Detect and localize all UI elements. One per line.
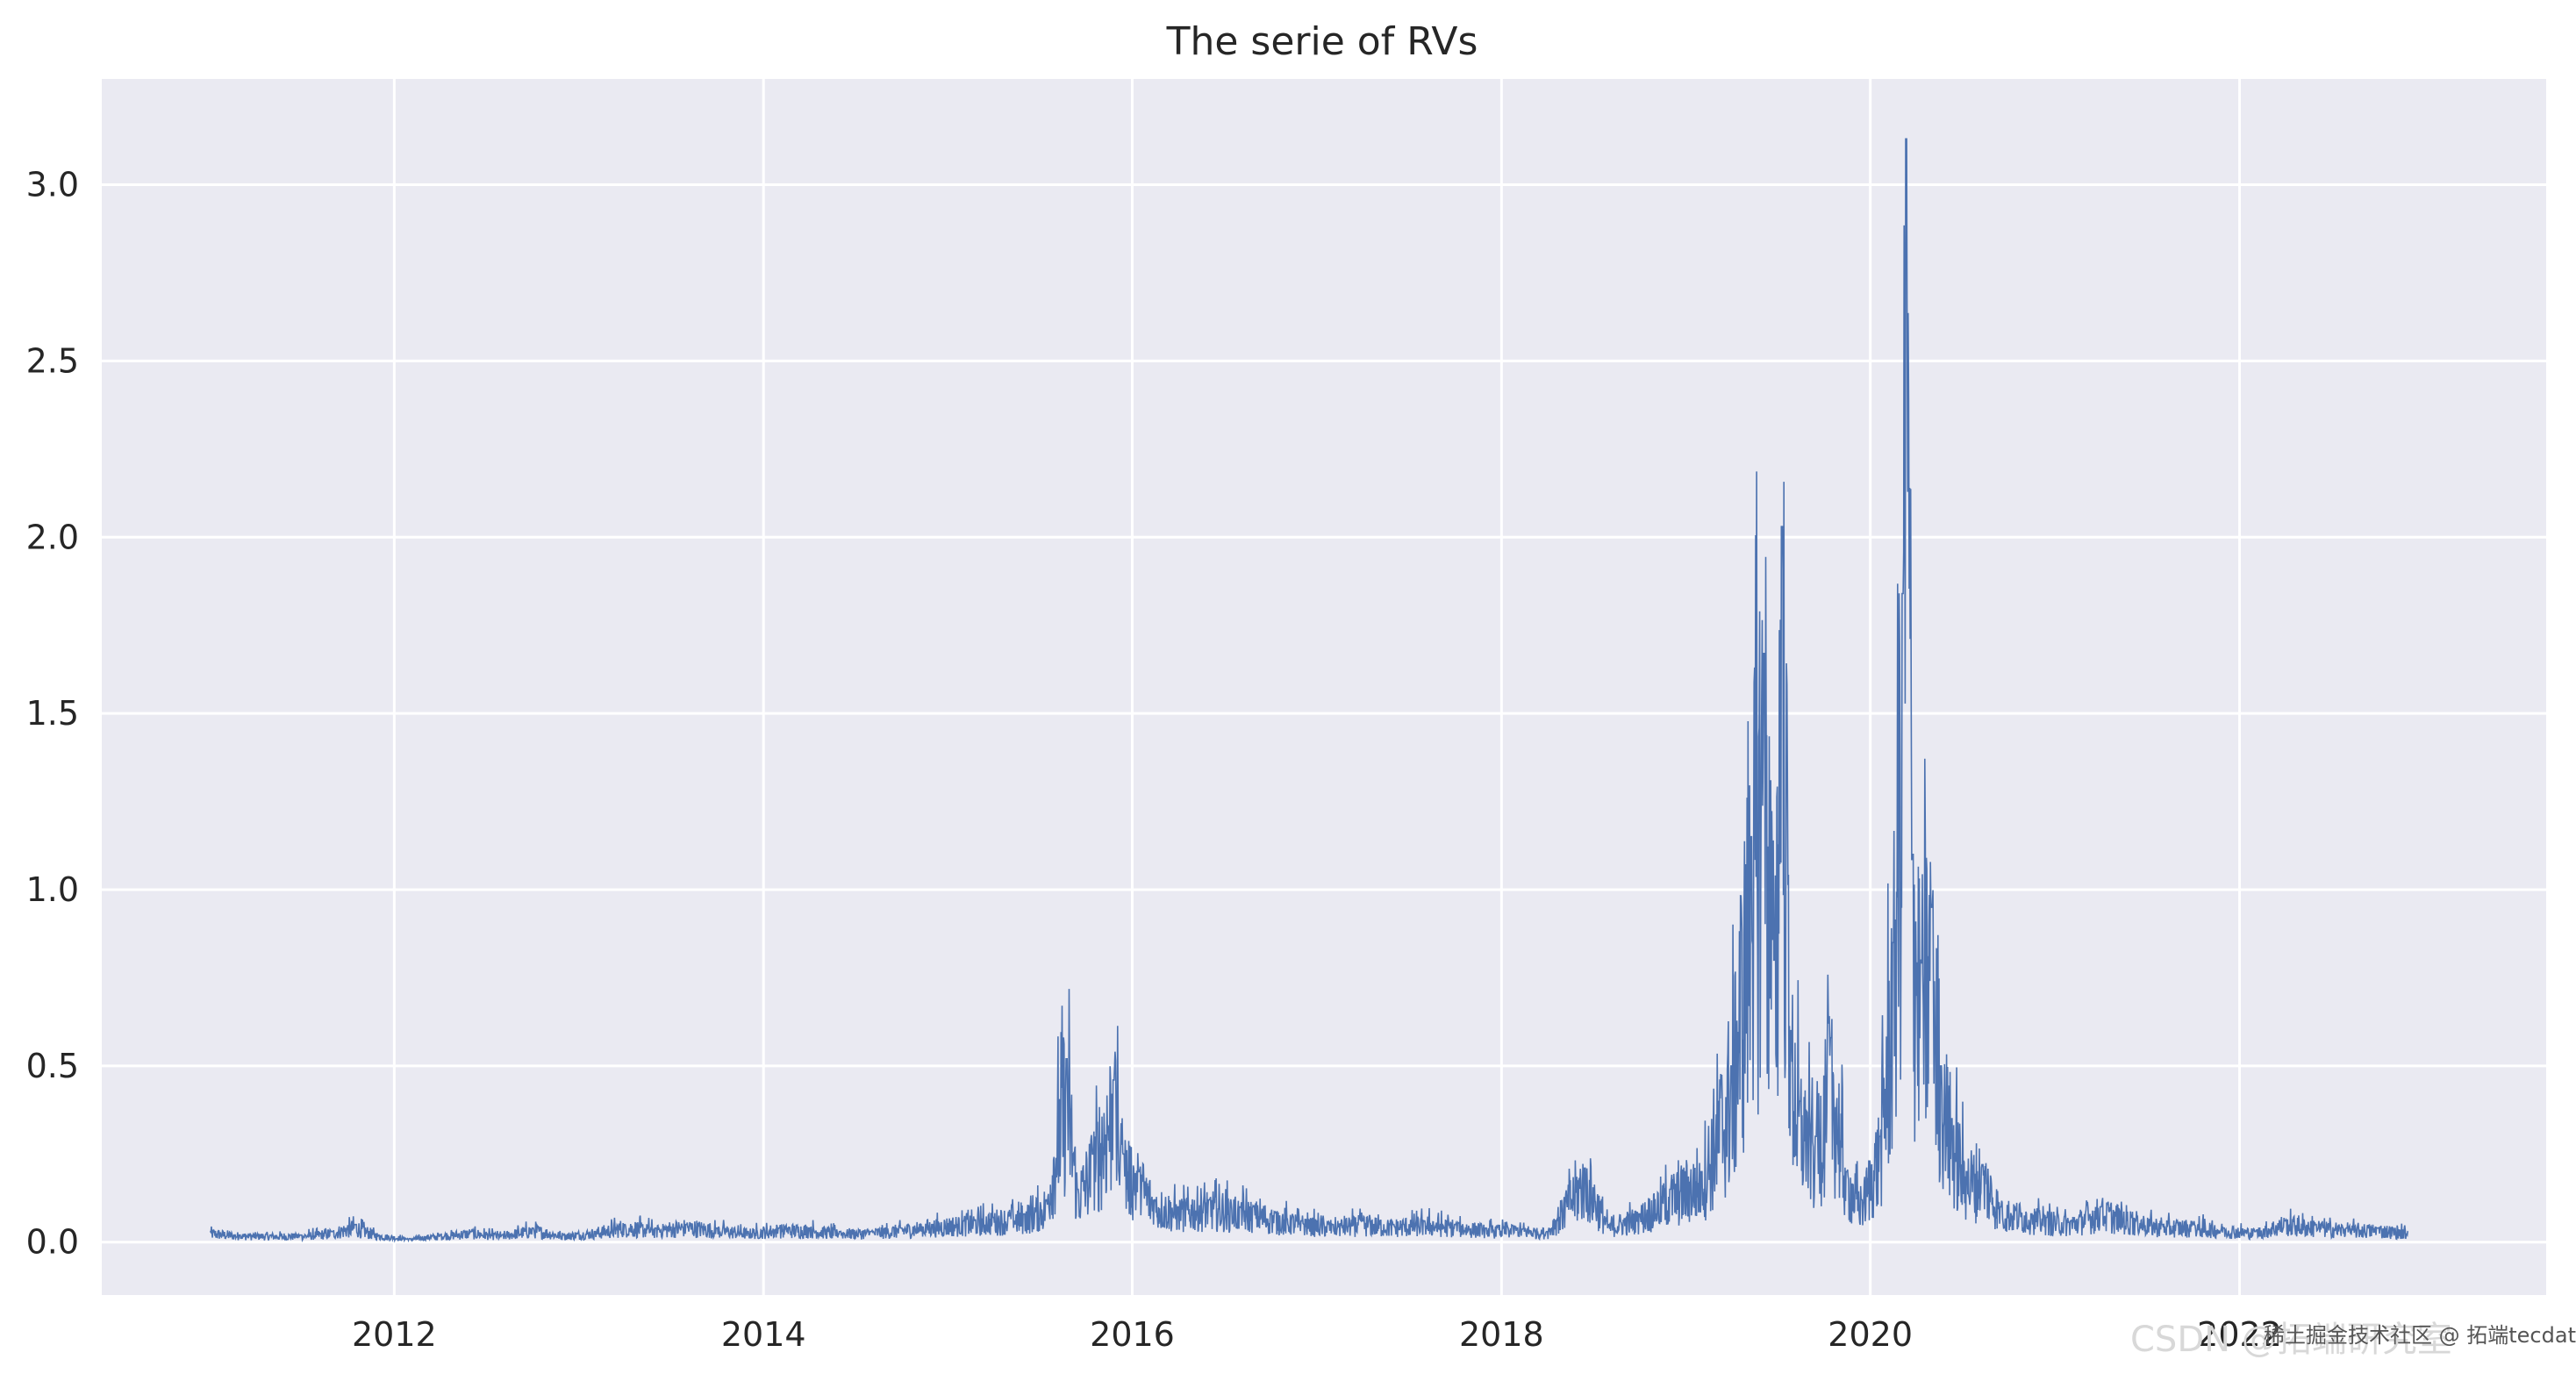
- series-layer: [210, 138, 2408, 1243]
- watermark-overlay-text: 稀土掘金技术社区 @ 拓端tecdat: [2264, 1323, 2576, 1348]
- x-tick-label: 2014: [721, 1315, 806, 1354]
- x-tick-label: 2012: [352, 1315, 437, 1354]
- y-tick-label: 1.5: [26, 694, 79, 733]
- x-tick-label: 2018: [1459, 1315, 1544, 1354]
- x-tick-label: 2016: [1090, 1315, 1175, 1354]
- y-tick-label: 3.0: [26, 166, 79, 204]
- tick-layer: 0.0 0.5 1.0 1.5 2.0 2.5 3.0 2012 2014 2016 2018 202…: [26, 166, 2282, 1354]
- watermark-text: CSDN @拓端研究室: [2130, 1320, 2452, 1360]
- x-tick-label: 2020: [1828, 1315, 1913, 1354]
- x-tick-label: 2022: [2197, 1315, 2282, 1354]
- y-tick-label: 0.0: [26, 1223, 79, 1262]
- y-tick-label: 1.0: [26, 870, 79, 909]
- y-tick-label: 2.0: [26, 518, 79, 556]
- y-tick-label: 2.5: [26, 341, 79, 380]
- grid-layer: [102, 79, 2546, 1295]
- y-tick-label: 0.5: [26, 1047, 79, 1085]
- plot-background: [102, 79, 2546, 1295]
- series-line: [210, 138, 2408, 1243]
- chart-title: The serie of RVs: [1166, 19, 1478, 64]
